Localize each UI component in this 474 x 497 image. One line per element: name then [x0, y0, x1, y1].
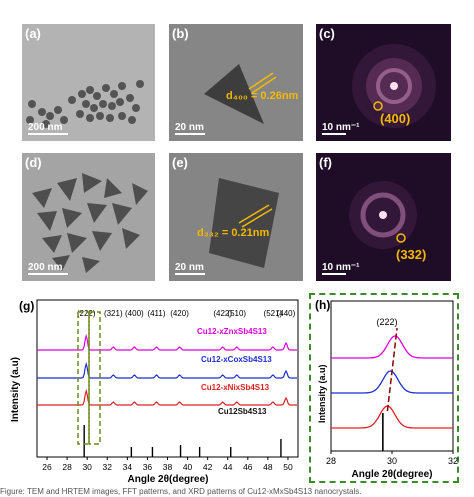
highlight-box-right [88, 311, 101, 445]
series-label-co: Cu12-xCoxSb4S13 [201, 355, 272, 364]
x-axis-title: Angle 2θ(degree) [352, 469, 433, 480]
xrd-curve [37, 388, 297, 406]
peak-label: (222) [376, 317, 397, 327]
peak-label: (422) [213, 309, 232, 318]
tem-image-d [22, 153, 155, 281]
scale-bar [175, 133, 205, 135]
scale-bar [28, 273, 68, 275]
peak-label: (222) [77, 309, 96, 318]
peak-label: (420) [170, 309, 189, 318]
x-tick-label: 50 [283, 462, 293, 472]
x-tick-label: 30 [387, 456, 397, 466]
panel-c-fft: (c) (400) 10 nm⁻¹ [316, 24, 451, 141]
x-axis-title: Angle 2θ(degree) [128, 474, 209, 485]
x-tick-label: 38 [163, 462, 173, 472]
spot-label: (332) [396, 247, 427, 262]
y-axis-title: Intensity (a.u) [317, 364, 327, 423]
x-tick-label: 34 [123, 462, 133, 472]
scale-label: 200 nm [28, 262, 63, 273]
x-tick-label: 48 [263, 462, 273, 472]
x-tick-label: 32 [448, 456, 458, 466]
panel-label: (c) [319, 26, 335, 41]
x-tick-label: 28 [326, 456, 336, 466]
xrd-curve [331, 405, 453, 429]
series-label-ni: Cu12-xNixSb4S13 [201, 383, 270, 392]
panel-a-tem: (a) 200 nm [22, 24, 155, 141]
x-tick-label: 44 [223, 462, 233, 472]
d-spacing-label: d₄₀₀ = 0.26nm [226, 90, 299, 102]
x-tick-label: 42 [203, 462, 213, 472]
panel-label: (d) [25, 155, 42, 170]
x-tick-label: 32 [103, 462, 113, 472]
panel-h-box [309, 293, 459, 483]
x-tick-label: 26 [42, 462, 52, 472]
d-spacing-label: d₃₃₂ = 0.21nm [197, 227, 270, 239]
scale-label: 10 nm⁻¹ [322, 122, 360, 133]
peak-label: (411) [147, 309, 165, 318]
x-tick-label: 46 [243, 462, 253, 472]
spot-label: (400) [380, 111, 411, 126]
xrd-curve [37, 361, 297, 379]
panel-label: (g) [19, 299, 34, 313]
figure-caption: Figure: TEM and HRTEM images, FFT patter… [0, 487, 362, 496]
peak-label: (521) [264, 309, 283, 318]
panel-f-fft: (f) (332) 10 nm⁻¹ [316, 153, 451, 281]
scale-bar [175, 273, 205, 275]
x-tick-label: 28 [62, 462, 72, 472]
hrtem-image-b [169, 24, 303, 141]
scale-bar [322, 273, 346, 275]
panel-e-hrtem: (e) d₃₃₂ = 0.21nm 20 nm [169, 153, 303, 281]
series-label-ref: Cu12Sb4S13 [218, 407, 267, 416]
xrd-curve [331, 335, 453, 359]
scale-label: 20 nm [175, 262, 204, 273]
x-tick-label: 30 [82, 462, 92, 472]
peak-label: (321) [104, 309, 123, 318]
fft-pattern-f [316, 153, 451, 281]
x-tick-label: 36 [143, 462, 153, 472]
tem-image-a [22, 24, 155, 141]
panel-label: (f) [319, 155, 332, 170]
scale-label: 200 nm [28, 122, 63, 133]
xrd-chart-h: (h) Intensity (a.u) Angle 2θ(degree) (22… [315, 298, 458, 480]
panel-d-tem: (d) 200 nm [22, 153, 155, 281]
xrd-chart-g: (g) Intensity (a.u) Angle 2θ(degree) 26 2… [10, 299, 299, 485]
series-label-zn: Cu12-xZnxSb4S13 [197, 327, 267, 336]
x-tick-label: 40 [183, 462, 193, 472]
panel-b-hrtem: (b) d₄₀₀ = 0.26nm 20 nm [169, 24, 303, 141]
peak-label: (400) [125, 309, 144, 318]
fft-pattern-c [316, 24, 451, 141]
scale-label: 10 nm⁻¹ [322, 262, 360, 273]
hrtem-image-e [169, 153, 303, 281]
scale-bar [28, 133, 68, 135]
y-axis-title: Intensity (a.u) [10, 357, 21, 422]
xrd-curve [37, 333, 297, 351]
peak-label: (440) [277, 309, 296, 318]
scale-label: 20 nm [175, 122, 204, 133]
panel-label: (e) [172, 155, 188, 170]
panel-label: (h) [315, 298, 330, 312]
panel-label: (a) [25, 26, 41, 41]
shift-guide-line [386, 327, 398, 412]
scale-bar [322, 133, 346, 135]
peak-label: (510) [227, 309, 246, 318]
panel-label: (b) [172, 26, 189, 41]
